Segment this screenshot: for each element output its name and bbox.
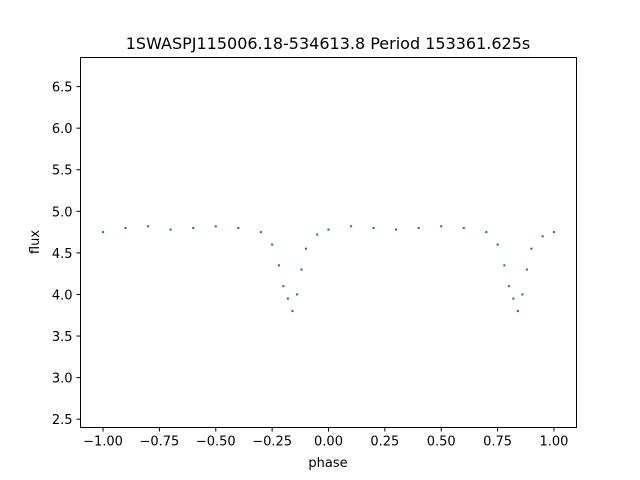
data-point — [101, 230, 105, 234]
x-tick-label: −0.75 — [139, 435, 179, 450]
y-tick-label: 3.5 — [52, 330, 73, 345]
data-point — [496, 243, 499, 246]
data-point — [394, 228, 398, 231]
data-point — [300, 268, 303, 271]
data-point — [372, 226, 375, 230]
y-tick-label: 6.0 — [52, 122, 73, 137]
x-tick-label: −1.00 — [83, 435, 123, 450]
y-tick-label: 6.5 — [52, 81, 73, 96]
data-point — [349, 225, 353, 228]
data-point — [521, 293, 524, 296]
data-point — [516, 309, 520, 313]
data-point — [286, 297, 290, 300]
data-point — [277, 264, 281, 267]
y-axis-label: flux — [28, 230, 43, 254]
data-point — [270, 243, 274, 246]
y-tick-label: 5.5 — [52, 164, 73, 179]
data-point — [259, 230, 263, 234]
data-point — [512, 297, 515, 300]
data-point — [507, 284, 511, 288]
x-tick-label: 0.75 — [483, 435, 512, 450]
y-tick-label: 2.5 — [52, 413, 73, 428]
data-point — [485, 230, 488, 234]
data-point — [316, 233, 319, 236]
data-point — [192, 226, 195, 230]
data-point — [237, 226, 240, 230]
x-tick-label: 1.00 — [539, 435, 568, 450]
data-point — [146, 225, 150, 228]
x-tick-label: 0.50 — [427, 435, 456, 450]
data-point — [530, 247, 533, 250]
data-point — [541, 235, 544, 238]
y-axis: 2.5 3.0 3.5 4.0 4.5 5.0 5.5 6.0 6.5 — [52, 81, 81, 428]
chart-title: 1SWASPJ115006.18-534613.8 Period 153361.… — [126, 34, 531, 53]
y-tick-label: 4.5 — [52, 247, 73, 262]
y-tick-label: 3.0 — [52, 372, 73, 387]
data-point — [282, 284, 285, 288]
y-tick-label: 4.0 — [52, 288, 73, 303]
data-point — [291, 309, 294, 313]
x-axis-label: phase — [308, 456, 347, 471]
data-point — [295, 293, 299, 296]
data-point — [525, 268, 529, 271]
x-axis: −1.00 −0.75 −0.50 −0.25 0.00 0.25 0.50 0.75 1.00 — [83, 427, 568, 450]
data-point — [304, 247, 308, 250]
data-point — [462, 226, 465, 230]
data-point — [440, 225, 443, 228]
x-tick-label: 0.25 — [370, 435, 399, 450]
x-tick-label: −0.25 — [252, 435, 292, 450]
x-tick-label: 0.00 — [314, 435, 343, 450]
data-point — [327, 228, 330, 231]
x-tick-label: −0.50 — [196, 435, 236, 450]
data-point — [124, 226, 127, 230]
data-point — [169, 228, 172, 231]
data-point — [503, 264, 506, 267]
data-point — [417, 226, 420, 230]
data-point — [552, 230, 556, 234]
y-tick-label: 5.0 — [52, 205, 73, 220]
scatter-points — [101, 225, 556, 313]
data-point — [214, 225, 217, 228]
